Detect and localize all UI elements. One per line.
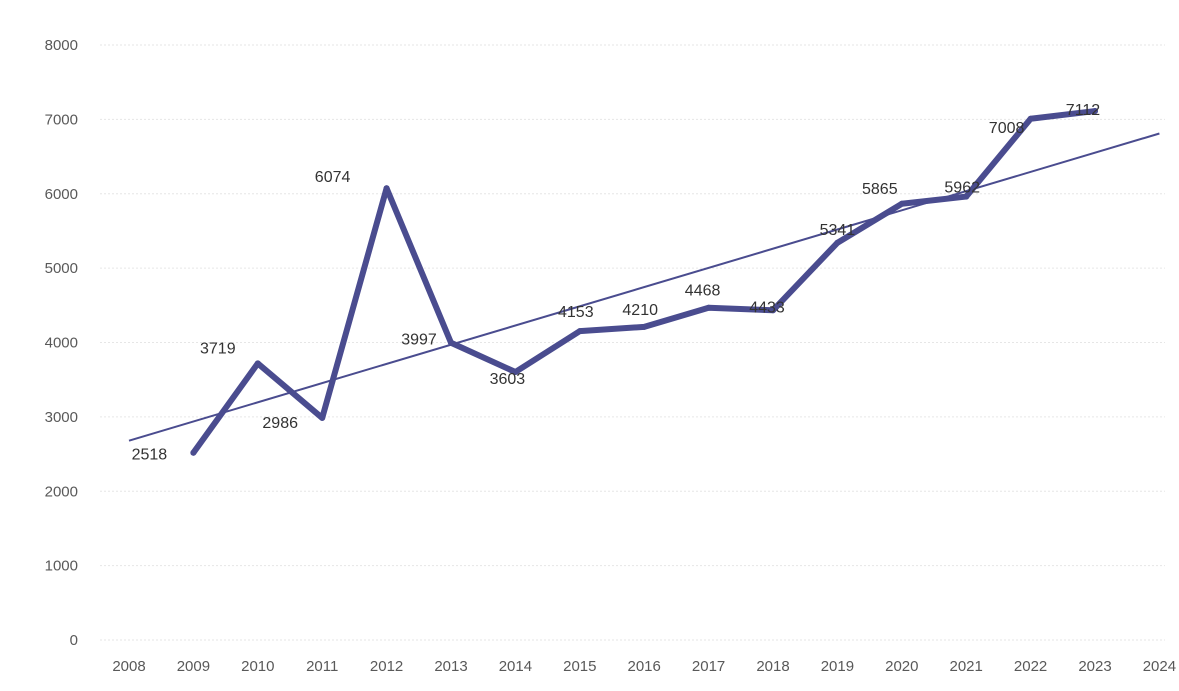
y-tick-label: 6000 (45, 186, 78, 203)
data-point (898, 200, 905, 207)
data-point (319, 414, 326, 421)
x-tick-label: 2011 (306, 658, 338, 675)
y-axis-tick-labels: 0 1000 2000 3000 4000 5000 6000 7000 8000 (45, 37, 78, 649)
y-tick-label: 2000 (45, 483, 78, 500)
x-tick-label: 2009 (177, 658, 210, 675)
data-label: 4153 (558, 304, 594, 321)
x-tick-label: 2020 (885, 658, 918, 675)
data-label: 5865 (862, 181, 898, 198)
x-tick-label: 2016 (628, 658, 661, 675)
x-tick-label: 2014 (499, 658, 532, 675)
x-tick-label: 2017 (692, 658, 725, 675)
data-label: 7008 (989, 120, 1025, 137)
data-point (963, 193, 970, 200)
x-axis-tick-labels: 2008 2009 2010 2011 2012 2013 2014 2015 2016 2017… (112, 658, 1176, 675)
data-label: 5962 (944, 180, 980, 197)
data-label: 7112 (1066, 102, 1101, 119)
data-label: 3719 (200, 340, 236, 357)
data-point (190, 449, 197, 456)
x-tick-label: 2008 (112, 658, 145, 675)
gridlines (100, 44, 1165, 641)
data-point (1027, 115, 1034, 122)
data-labels: 2518 3719 2986 6074 3997 3603 4153 4210 4468 4433… (132, 102, 1101, 464)
data-point (254, 360, 261, 367)
x-tick-label: 2012 (370, 658, 403, 675)
x-tick-label: 2023 (1078, 658, 1111, 675)
data-point (770, 307, 776, 314)
x-tick-label: 2015 (563, 658, 596, 675)
x-tick-label: 2018 (756, 658, 789, 675)
y-tick-label: 8000 (45, 37, 78, 54)
trendline-group (128, 132, 1160, 442)
x-tick-label: 2021 (950, 658, 983, 675)
series-group (190, 108, 1098, 456)
data-label: 2986 (262, 415, 298, 432)
data-label: 6074 (315, 169, 351, 186)
x-tick-label: 2013 (434, 658, 467, 675)
data-label: 5341 (820, 222, 856, 239)
data-point (641, 323, 648, 330)
data-point (383, 185, 390, 192)
y-tick-label: 0 (70, 632, 78, 649)
data-point (705, 304, 712, 311)
data-point (834, 239, 841, 246)
x-tick-label: 2022 (1014, 658, 1047, 675)
x-tick-label: 2024 (1143, 658, 1176, 675)
data-point (512, 369, 519, 376)
y-tick-label: 1000 (45, 558, 78, 575)
x-tick-label: 2010 (241, 658, 274, 675)
data-label: 3997 (401, 332, 437, 349)
y-tick-label: 5000 (45, 260, 78, 277)
data-label: 3603 (490, 371, 526, 388)
data-point (448, 339, 454, 346)
y-tick-label: 4000 (45, 335, 78, 352)
y-tick-label: 3000 (45, 409, 78, 426)
data-point (576, 328, 583, 335)
y-tick-label: 7000 (45, 111, 78, 128)
trendline (128, 132, 1160, 442)
data-label: 4468 (685, 283, 721, 300)
series-line (190, 108, 1098, 456)
data-label: 2518 (132, 447, 168, 464)
x-tick-label: 2019 (821, 658, 854, 675)
data-point (1092, 108, 1098, 115)
data-label: 4433 (749, 299, 785, 316)
data-label: 4210 (622, 302, 658, 319)
